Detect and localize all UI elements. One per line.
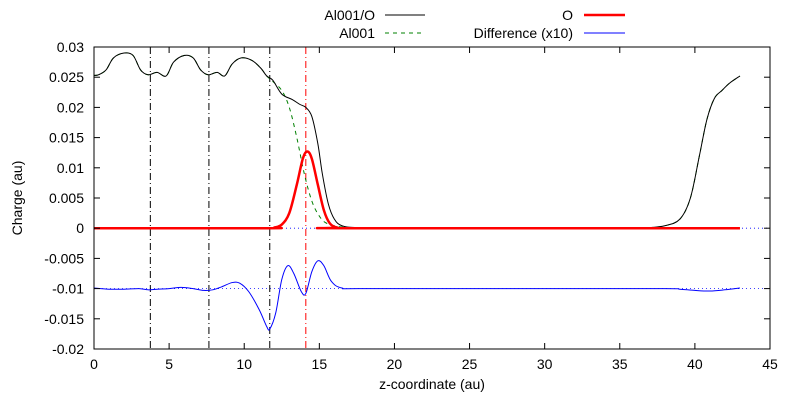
y-tick-label-3: -0.005: [44, 250, 84, 266]
y-tick-label-9: 0.025: [49, 69, 84, 85]
plot-frame: [93, 46, 771, 350]
x-tick-label-1: 5: [165, 356, 173, 372]
x-tick-label-2: 10: [236, 356, 252, 372]
x-tick-label-6: 30: [537, 356, 553, 372]
legend-label-0: Al001/O: [324, 7, 375, 23]
y-tick-label-4: 0: [76, 220, 84, 236]
ticks-layer: 0 5 10 15 20 25 30 35 40 45 -0.02 -0.015 -0.01 -0.005…: [44, 39, 778, 372]
series-line-0: [94, 52, 741, 229]
legend: Al001/O Al001 O Difference (x10): [324, 7, 625, 41]
x-tick-label-5: 25: [462, 356, 478, 372]
x-axis-label: z-coordinate (au): [379, 376, 485, 392]
x-tick-label-0: 0: [90, 356, 98, 372]
y-tick-label-7: 0.015: [49, 130, 84, 146]
y-axis-label: Charge (au): [9, 161, 25, 236]
legend-label-2: O: [562, 7, 573, 23]
legend-label-3: Difference (x10): [474, 25, 573, 41]
x-tick-label-8: 40: [687, 356, 703, 372]
x-tick-label-3: 15: [312, 356, 328, 372]
y-tick-label-1: -0.015: [44, 311, 84, 327]
series-line-1: [94, 52, 741, 229]
series-line-2: [94, 150, 740, 230]
vertical-lines-layer: [149, 47, 307, 349]
series-line-3: [94, 260, 741, 331]
y-tick-label-5: 0.005: [49, 190, 84, 206]
y-tick-label-6: 0.01: [57, 160, 84, 176]
y-tick-label-2: -0.01: [52, 281, 84, 297]
series-layer: [94, 52, 741, 331]
x-tick-label-4: 20: [387, 356, 403, 372]
x-tick-label-7: 35: [612, 356, 628, 372]
legend-label-1: Al001: [339, 25, 375, 41]
y-tick-label-8: 0.02: [57, 99, 84, 115]
y-tick-label-0: -0.02: [52, 341, 84, 357]
y-tick-label-10: 0.03: [57, 39, 84, 55]
reference-lines-layer: [94, 227, 770, 290]
x-tick-label-9: 45: [762, 356, 778, 372]
